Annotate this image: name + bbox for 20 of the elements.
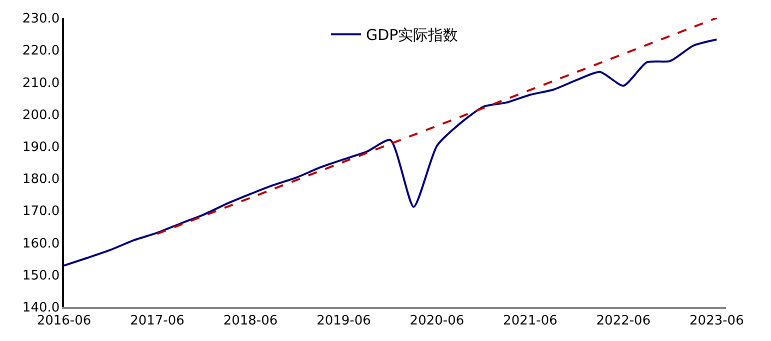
x-tick-label: 2018-06 xyxy=(223,314,278,329)
line-series xyxy=(156,18,718,235)
x-tick-label: 2022-06 xyxy=(596,314,651,329)
x-tick-label: 2021-06 xyxy=(503,314,558,329)
y-tick-label: 200.0 xyxy=(22,108,60,123)
x-tick-label: 2020-06 xyxy=(410,314,464,329)
y-tick-label: 210.0 xyxy=(22,76,60,91)
y-tick-label: 230.0 xyxy=(22,12,60,27)
y-tick-label: 190.0 xyxy=(22,140,60,155)
y-tick-label: 220.0 xyxy=(22,44,60,59)
y-tick-label: 160.0 xyxy=(22,236,60,252)
y-tick-label: 170.0 xyxy=(22,204,60,220)
x-tick-label: 2023-06 xyxy=(690,314,744,329)
y-tick-label: 180.0 xyxy=(22,172,60,188)
y-tick-label: 150.0 xyxy=(22,268,60,284)
legend-label: GDP实际指数 xyxy=(366,26,458,44)
x-tick-label: 2019-06 xyxy=(316,314,371,329)
x-tick-label: 2017-06 xyxy=(130,314,184,329)
y-tick-label: 140.0 xyxy=(22,300,60,316)
x-tick-label: 2016-06 xyxy=(36,314,92,329)
